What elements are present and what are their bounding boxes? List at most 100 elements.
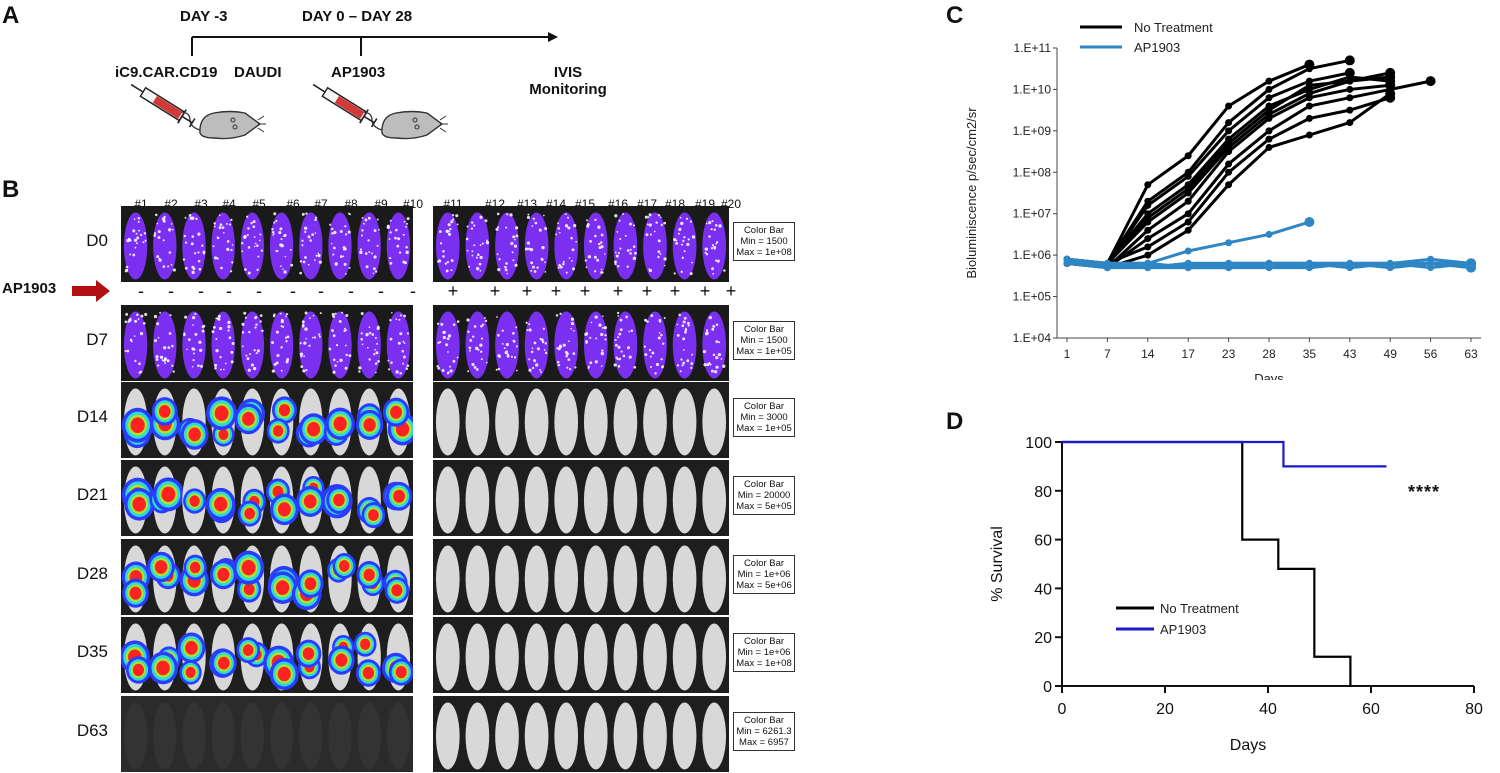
mouse-image [643, 702, 667, 770]
mouse-image [263, 623, 299, 691]
mouse-image [299, 311, 323, 379]
red-arrow-icon [72, 280, 110, 302]
plus-sign: + [669, 281, 681, 301]
y-tick-label: 20 [1034, 630, 1052, 647]
x-tick-label: 7 [1104, 347, 1111, 361]
mouse-image [583, 388, 608, 456]
y-tick-label: 1.E+09 [1013, 124, 1052, 138]
color-bar-title: Color Bar [743, 479, 785, 490]
ivis-image-strip [433, 539, 729, 615]
data-point [1305, 131, 1313, 139]
mouse-image [265, 466, 299, 534]
color-bar-min: Min = 1500 [740, 236, 788, 247]
mouse-image [613, 212, 638, 280]
mouse-image [357, 702, 381, 770]
ivis-image-strip [433, 305, 729, 381]
mouse-image [386, 311, 411, 379]
mouse-image [524, 466, 549, 534]
data-point [1265, 127, 1273, 135]
data-point [1184, 197, 1192, 205]
left-group-strip [121, 617, 413, 693]
timeline-arrowhead [548, 32, 558, 42]
day-row-label: D7 [86, 330, 108, 349]
ivis-image-strip [121, 696, 413, 772]
data-point [1063, 259, 1071, 267]
color-bar-title: Color Bar [743, 324, 785, 335]
data-point [1265, 106, 1273, 114]
x-tick-label: 80 [1465, 701, 1483, 718]
data-point [1225, 127, 1233, 135]
left-group-strip [121, 696, 413, 772]
day-row-label: D0 [86, 231, 108, 250]
data-point [1144, 181, 1152, 189]
mouse-image [356, 466, 386, 534]
mouse-image [386, 212, 411, 280]
ivis-image-strip [433, 382, 729, 458]
mouse-image [211, 311, 235, 379]
mouse-image [643, 388, 667, 456]
syringe-icon [130, 83, 196, 128]
color-bar-max: Max = 1e+05 [736, 423, 792, 434]
mouse-image [583, 702, 608, 770]
mouse-image [291, 545, 324, 613]
legend-label: No Treatment [1160, 601, 1239, 616]
mouse-image [672, 702, 697, 770]
mouse-image [554, 623, 579, 691]
mouse-image [299, 702, 323, 770]
mouse-image [121, 545, 151, 613]
left-group-strip [121, 539, 413, 615]
mouse-image [702, 212, 727, 280]
panel-b-letter: B [2, 176, 20, 203]
minus-sign: - [410, 281, 416, 301]
mouse-image [121, 388, 154, 456]
mouse-image [147, 545, 181, 613]
mouse-image [177, 623, 206, 691]
minus-sign: - [290, 281, 296, 301]
data-point [1265, 259, 1273, 267]
ivis-image-strip [121, 539, 413, 615]
mouse-image [583, 545, 608, 613]
series-line [1067, 71, 1391, 265]
mouse-image [613, 702, 638, 770]
data-point [1305, 264, 1313, 272]
minus-sign: - [348, 281, 354, 301]
mouse-image [554, 702, 579, 770]
plus-sign: + [699, 281, 711, 301]
y-tick-label: 1.E+10 [1013, 82, 1052, 96]
left-group-strip [121, 206, 413, 282]
mouse-image [381, 623, 413, 691]
mouse-image [355, 388, 384, 456]
data-point [1346, 259, 1354, 267]
color-bar-max: Max = 1e+08 [736, 247, 792, 258]
mouse-image [524, 388, 549, 456]
syringe-icon [312, 83, 378, 128]
mouse-image [702, 388, 727, 456]
mouse-image [153, 311, 177, 379]
mouse-image [524, 212, 549, 280]
x-tick-label: 49 [1384, 347, 1398, 361]
data-point [1385, 88, 1396, 99]
mouse-image [672, 212, 697, 280]
mouse-image [179, 545, 209, 613]
ivis-image-strip [433, 206, 729, 282]
mouse-image [327, 545, 356, 613]
x-tick-label: 1 [1064, 347, 1071, 361]
data-point [1265, 135, 1273, 143]
panel-d-letter: D [946, 408, 964, 435]
color-bar-max: Max = 5e+06 [736, 580, 792, 591]
mouse-image [495, 388, 519, 456]
mouse-image [382, 466, 413, 534]
mouse-image [269, 702, 294, 770]
data-point [1184, 247, 1192, 255]
y-tick-label: 1.E+07 [1013, 207, 1052, 221]
mouse-image [524, 702, 549, 770]
data-point [1346, 77, 1354, 85]
mouse-image [123, 212, 148, 280]
mouse-image [672, 545, 697, 613]
data-point [1144, 214, 1152, 222]
right-group-strip [433, 617, 729, 693]
left-group-strip [121, 382, 413, 458]
mouse-image [465, 388, 490, 456]
monitoring-label: IVIS Monitoring [518, 64, 618, 98]
y-tick-label: 60 [1034, 533, 1052, 550]
